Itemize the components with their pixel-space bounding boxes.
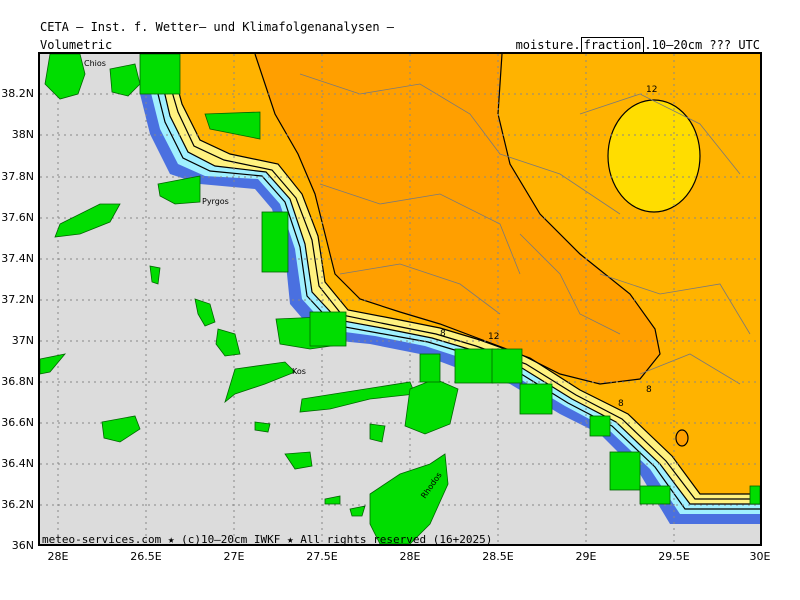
island-tilos xyxy=(299,381,416,413)
org-title: CETA — Inst. f. Wetter— und Klimafolgena… xyxy=(40,20,395,34)
coast-mask xyxy=(609,451,641,491)
lat-tick: 37.6N xyxy=(1,211,34,224)
island-astypalaia xyxy=(40,353,67,375)
island-levitha xyxy=(194,298,216,327)
contour-line xyxy=(254,54,661,385)
island-psara xyxy=(109,63,141,97)
lon-tick: 26.5E xyxy=(130,550,162,563)
lat-tick: 37.2N xyxy=(1,293,34,306)
boundary-line xyxy=(639,353,741,385)
lon-tick: 27.5E xyxy=(306,550,338,563)
island-saria xyxy=(324,495,341,505)
lat-tick: 37.4N xyxy=(1,252,34,265)
boundary-line xyxy=(319,183,521,275)
map-canvas: Chios Pyrgos Kos Rhodos 12 8 12 8 8 xyxy=(40,54,760,544)
place-pyrgos: Pyrgos xyxy=(202,197,229,206)
variable-prefix: moisture. xyxy=(515,38,581,52)
land-mask xyxy=(40,54,760,544)
place-kos: Kos xyxy=(292,367,306,376)
island-chios xyxy=(44,54,86,100)
variable-suffix: .10—20cm ??? UTC xyxy=(644,38,760,52)
field-type-label: Volumetric xyxy=(40,38,113,52)
contour-label: 12 xyxy=(488,332,499,342)
coast-mask xyxy=(639,485,671,505)
lon-tick: 27E xyxy=(223,550,245,563)
coast-mask xyxy=(139,54,181,95)
lon-tick: 28E xyxy=(47,550,69,563)
boundary-line xyxy=(579,93,741,175)
lat-tick: 36.6N xyxy=(1,416,34,429)
field-band-yellow xyxy=(608,100,700,212)
island-leros xyxy=(149,265,161,285)
lon-tick: 29E xyxy=(575,550,597,563)
lon-tick: 28.5E xyxy=(482,550,514,563)
field-band-darkorange xyxy=(255,54,660,384)
contour-label: 8 xyxy=(618,399,624,409)
contour-label: 12 xyxy=(646,85,657,95)
contour-line xyxy=(607,99,701,213)
contour-label: 8 xyxy=(646,385,652,395)
coast-mask xyxy=(491,348,523,384)
variable-label: moisture. fraction .10—20cm ??? UTC xyxy=(515,37,760,53)
coast-mask xyxy=(749,485,760,505)
island-chalki xyxy=(101,415,141,443)
lon-tick: 28E xyxy=(399,550,421,563)
contour-line xyxy=(675,429,689,447)
boundary-line xyxy=(339,263,501,315)
island-alimia xyxy=(369,423,386,443)
lon-tick: 30E xyxy=(749,550,771,563)
island-samos xyxy=(204,111,261,140)
lat-tick: 38N xyxy=(11,128,34,141)
lat-tick: 36.4N xyxy=(1,457,34,470)
lat-tick: 36N xyxy=(11,539,34,552)
copyright-footer: meteo-services.com ★ (c)10—20cm IWKF ★ A… xyxy=(42,533,493,546)
lat-tick: 38.2N xyxy=(1,87,34,100)
boundary-line xyxy=(599,273,751,335)
coast-mask xyxy=(519,383,553,415)
lat-tick: 37N xyxy=(11,334,34,347)
lat-tick: 36.8N xyxy=(1,375,34,388)
contour-line xyxy=(169,54,760,495)
contour-labels: 12 8 12 8 8 xyxy=(440,85,657,409)
admin-boundaries xyxy=(299,73,751,385)
island-kasos xyxy=(254,421,271,433)
coast-mask xyxy=(589,415,611,437)
island-fourni xyxy=(54,203,121,238)
coast-mask xyxy=(419,353,441,383)
lat-tick: 36.2N xyxy=(1,498,34,511)
field-spot-darkorange xyxy=(676,430,688,446)
island-rhodes xyxy=(369,453,449,544)
island-nisyros xyxy=(224,361,296,404)
island-megisti xyxy=(349,505,366,517)
lat-tick: 37.8N xyxy=(1,170,34,183)
coast-mask xyxy=(261,211,289,273)
variable-unit-box: fraction xyxy=(580,37,645,53)
boundary-line xyxy=(519,233,621,335)
map-plot: Chios Pyrgos Kos Rhodos 12 8 12 8 8 xyxy=(38,52,762,546)
coast-mask xyxy=(454,348,494,384)
island-ikaria xyxy=(157,175,201,205)
coast-mask xyxy=(309,311,347,347)
island-karpathos xyxy=(284,451,313,470)
place-chios: Chios xyxy=(84,59,106,68)
lon-tick: 29.5E xyxy=(658,550,690,563)
contour-label: 8 xyxy=(440,329,446,339)
island-kalymnos xyxy=(215,328,241,357)
